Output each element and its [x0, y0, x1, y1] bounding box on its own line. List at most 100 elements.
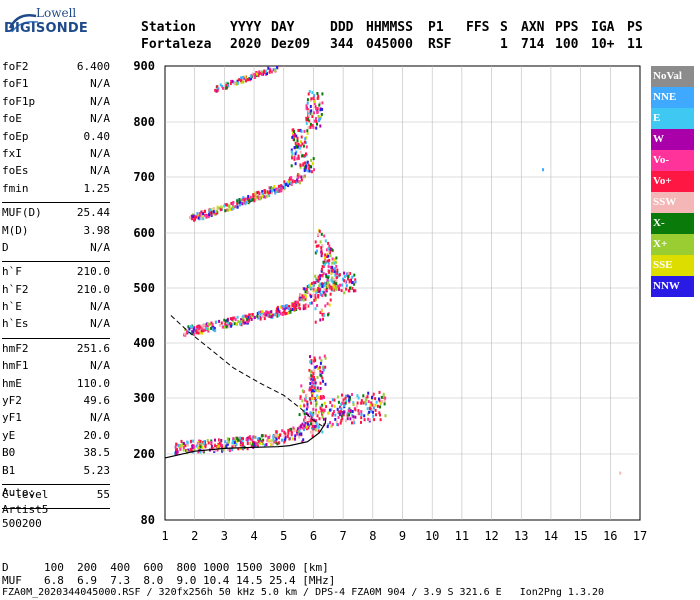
echo-point: [352, 281, 355, 285]
echo-point: [203, 323, 206, 327]
echo-point: [299, 307, 301, 311]
echo-point: [287, 429, 290, 432]
echo-point: [314, 298, 317, 302]
echo-point: [331, 248, 333, 252]
echo-point: [272, 438, 275, 442]
echo-point: [240, 76, 243, 80]
echo-point: [303, 287, 306, 291]
echo-point: [365, 396, 368, 400]
header-value-day: Dez09: [271, 37, 311, 52]
digisonde-logo: [8, 6, 78, 46]
echo-point: [340, 403, 343, 406]
echo-point: [290, 150, 293, 154]
echo-point: [259, 197, 262, 201]
param-row: h`F2 210.0: [2, 283, 110, 300]
echo-point: [290, 430, 293, 434]
echo-point: [309, 411, 312, 415]
header-label-p1: P1: [428, 20, 444, 35]
echo-point: [221, 325, 224, 329]
echo-point: [304, 425, 307, 429]
echo-point: [231, 79, 234, 83]
echo-point: [261, 314, 263, 318]
echo-point: [319, 396, 322, 400]
param-row: C-level 55: [2, 488, 110, 505]
header-value-ps: 11: [627, 37, 643, 52]
echo-point: [272, 434, 275, 438]
echo-point: [310, 388, 313, 392]
echo-point: [294, 306, 297, 310]
echo-point: [252, 193, 255, 197]
echo-point: [337, 416, 340, 419]
echo-point: [357, 396, 360, 400]
echo-point: [297, 173, 300, 177]
echo-point: [366, 407, 369, 411]
echo-point: [330, 286, 333, 289]
echo-point: [342, 413, 345, 417]
echo-point: [247, 195, 250, 198]
echo-point: [283, 310, 286, 314]
echo-point: [323, 234, 326, 238]
distance-values: 100 200 400 600 800 1000 1500 3000 [km]: [44, 561, 329, 574]
echo-point: [318, 284, 321, 288]
echo-point: [302, 438, 305, 442]
echo-point: [228, 437, 231, 441]
echo-point: [200, 442, 202, 446]
echo-point: [356, 401, 359, 405]
param-name: foE: [2, 112, 22, 126]
y-tick-label: 800: [133, 115, 155, 129]
echo-point: [303, 409, 306, 413]
echo-point: [329, 254, 332, 258]
echo-point: [381, 400, 384, 403]
echo-point: [311, 413, 314, 417]
echo-point: [223, 325, 226, 329]
param-value: 20.0: [83, 428, 111, 442]
echo-point: [300, 178, 303, 182]
echo-point: [315, 244, 318, 248]
param-name: h`Es: [2, 317, 29, 331]
stray-echo-point: [619, 471, 622, 475]
echo-point: [220, 321, 223, 325]
echo-point: [372, 392, 375, 396]
echo-point: [275, 437, 278, 441]
echo-point: [228, 325, 231, 329]
echo-point: [322, 282, 325, 286]
echo-point: [263, 443, 266, 447]
echo-point: [259, 313, 262, 317]
echo-point: [298, 432, 301, 436]
echo-point: [339, 283, 342, 287]
echo-point: [314, 424, 317, 428]
echo-point: [258, 310, 261, 314]
echo-point: [205, 214, 208, 218]
echo-point: [341, 283, 344, 287]
x-tick-label: 1: [161, 529, 168, 543]
echo-point: [210, 444, 213, 448]
echo-point: [304, 396, 307, 400]
echo-point: [229, 207, 232, 211]
echo-point: [326, 425, 329, 429]
echo-point: [231, 317, 234, 321]
echo-point: [336, 268, 339, 272]
echo-point: [321, 265, 324, 269]
param-group-true-heights: hmF2 251.6 hmF1 N/A hmE 110.0 yF2 49.6 yF1 N/…: [2, 342, 110, 481]
echo-point: [319, 387, 322, 390]
param-row: hmE 110.0: [2, 377, 110, 394]
echo-point: [193, 326, 196, 330]
echo-point: [251, 313, 254, 316]
header-value-iga: 10+: [591, 37, 615, 52]
echo-point: [326, 253, 329, 256]
echo-point: [333, 404, 336, 408]
echo-point: [322, 417, 325, 421]
echo-point: [304, 422, 307, 426]
echo-point: [344, 275, 346, 279]
echo-point: [288, 437, 291, 441]
param-row: hmF2 251.6: [2, 342, 110, 359]
echo-point: [208, 322, 211, 326]
param-value: 38.5: [83, 446, 111, 460]
echo-point: [288, 428, 291, 432]
echo-point: [260, 72, 263, 76]
echo-point: [241, 439, 244, 443]
legend-item-nne: NNE: [651, 87, 694, 108]
param-value: 210.0: [76, 282, 110, 296]
echo-point: [330, 424, 333, 428]
echo-point: [239, 322, 242, 326]
